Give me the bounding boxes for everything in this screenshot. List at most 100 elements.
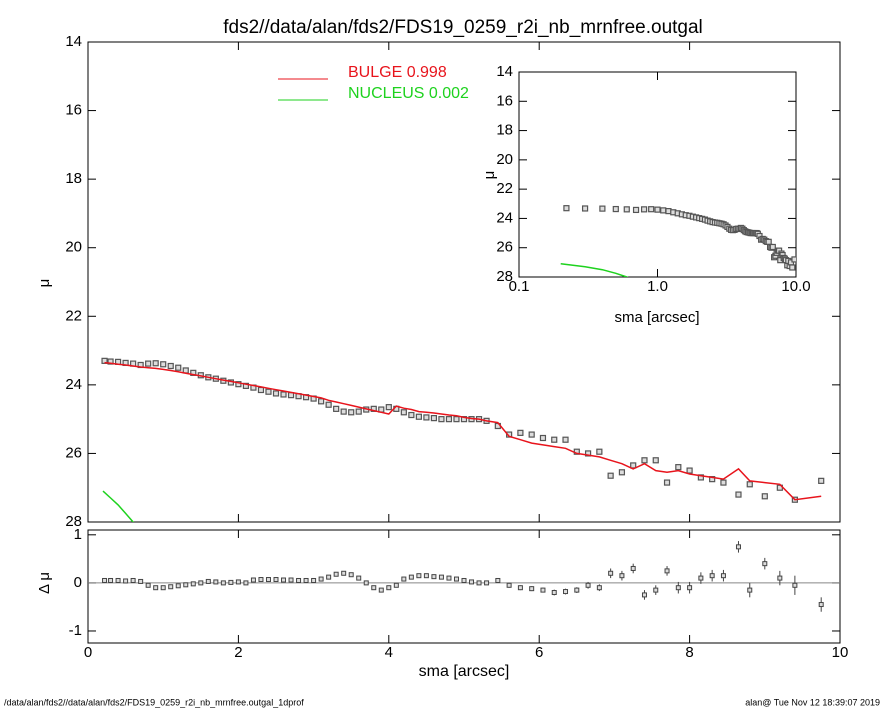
y-axis-label: Δ μ xyxy=(36,572,53,594)
data-point xyxy=(272,390,280,397)
residual-point xyxy=(378,587,384,593)
residual-group xyxy=(102,541,824,612)
residual-point xyxy=(563,589,569,595)
data-point xyxy=(581,205,589,212)
residual-point xyxy=(258,577,264,583)
data-point xyxy=(686,467,693,474)
residual-point xyxy=(585,582,591,588)
data-point xyxy=(660,207,667,214)
data-point xyxy=(453,416,460,423)
residual-point xyxy=(469,579,475,585)
y-tick-label: 24 xyxy=(496,209,513,226)
data-point xyxy=(517,429,524,436)
data-point xyxy=(746,481,753,488)
residual-point xyxy=(495,577,501,583)
residual-point xyxy=(108,577,114,583)
data-point xyxy=(789,264,796,271)
residual-point xyxy=(205,578,211,584)
residual-point xyxy=(506,582,512,588)
x-tick-label: 6 xyxy=(535,644,543,661)
data-point xyxy=(423,414,430,421)
data-point xyxy=(632,206,640,214)
residual-point xyxy=(747,587,753,593)
residual-point xyxy=(393,582,399,588)
data-point xyxy=(340,408,347,415)
y-tick-label: 14 xyxy=(496,63,513,80)
model-line xyxy=(102,490,135,522)
data-point xyxy=(791,256,796,263)
data-point xyxy=(720,479,727,486)
residual-point xyxy=(228,579,234,585)
y-tick-label: 20 xyxy=(65,239,82,256)
residual-point xyxy=(818,602,824,608)
data-point xyxy=(235,381,242,388)
residual-point xyxy=(220,580,226,586)
y-tick-label: -1 xyxy=(69,622,82,639)
residual-point xyxy=(190,581,196,587)
y-tick-label: 18 xyxy=(65,170,82,187)
data-point xyxy=(325,401,332,408)
residual-point xyxy=(517,585,523,591)
residual-point xyxy=(235,579,241,585)
residual-point xyxy=(438,574,444,580)
residual-point xyxy=(348,572,354,578)
data-point xyxy=(584,450,592,457)
legend-label: NUCLEUS 0.002 xyxy=(348,85,469,102)
inset-y-label: μ xyxy=(481,171,498,180)
data-point xyxy=(641,457,648,464)
data-point xyxy=(430,415,438,422)
residual-point xyxy=(296,577,302,583)
residual-point xyxy=(453,576,459,582)
data-point xyxy=(408,411,415,419)
residual-point xyxy=(709,573,715,579)
data-point xyxy=(333,405,340,412)
data-point xyxy=(630,462,637,469)
residual-point xyxy=(303,577,309,583)
residual-point xyxy=(762,561,768,567)
residual-point xyxy=(446,575,452,581)
residual-point xyxy=(461,577,467,583)
x-tick-label: 4 xyxy=(385,644,393,661)
data-point xyxy=(551,436,558,443)
data-point xyxy=(596,448,603,455)
residual-point xyxy=(792,582,798,588)
residual-point xyxy=(401,576,407,582)
residual-point xyxy=(123,578,129,584)
data-point xyxy=(563,205,570,212)
residual-point xyxy=(619,573,625,579)
residual-point xyxy=(160,585,166,591)
residual-point xyxy=(408,574,414,580)
residual-point xyxy=(356,575,362,581)
residual-point xyxy=(484,580,490,586)
residual-point xyxy=(416,573,422,579)
data-point xyxy=(675,464,682,471)
y-tick-label: 28 xyxy=(65,513,82,530)
data-point xyxy=(175,364,182,371)
residual-point xyxy=(777,575,783,581)
y-tick-label: 16 xyxy=(65,102,82,119)
residual-point xyxy=(333,571,339,577)
model-line xyxy=(104,361,822,501)
y-tick-label: 22 xyxy=(496,180,513,197)
residual-point xyxy=(168,584,174,590)
data-point xyxy=(769,243,776,251)
residual-point xyxy=(281,577,287,583)
residual-point xyxy=(138,578,144,584)
residual-point xyxy=(735,544,741,550)
x-tick-label: 10.0 xyxy=(781,278,810,295)
residual-point xyxy=(720,573,726,579)
data-point xyxy=(599,205,606,212)
y-tick-label: 22 xyxy=(65,307,82,324)
data-point xyxy=(539,434,547,442)
y-tick-label: 1 xyxy=(74,526,82,543)
x-tick-label: 1.0 xyxy=(647,278,668,295)
data-point xyxy=(280,391,287,398)
chart-title: fds2//data/alan/fds2/FDS19_0259_r2i_nb_m… xyxy=(223,17,703,38)
residual-point xyxy=(250,577,256,583)
y-tick-label: 14 xyxy=(65,33,82,50)
data-point xyxy=(765,238,772,245)
data-point xyxy=(385,404,392,411)
data-point xyxy=(167,362,174,370)
y-tick-label: 18 xyxy=(496,122,513,139)
